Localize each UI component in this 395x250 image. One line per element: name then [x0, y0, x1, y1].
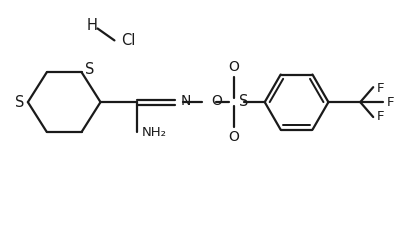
- Text: NH₂: NH₂: [141, 126, 166, 139]
- Text: F: F: [387, 96, 395, 108]
- Text: F: F: [377, 82, 385, 95]
- Text: S: S: [239, 94, 248, 108]
- Text: N: N: [180, 94, 190, 108]
- Text: O: O: [228, 130, 239, 144]
- Text: O: O: [211, 94, 222, 108]
- Text: S: S: [85, 62, 94, 77]
- Text: O: O: [228, 60, 239, 74]
- Text: S: S: [15, 94, 24, 110]
- Text: H: H: [87, 18, 98, 33]
- Text: Cl: Cl: [121, 33, 136, 48]
- Text: F: F: [377, 110, 385, 122]
